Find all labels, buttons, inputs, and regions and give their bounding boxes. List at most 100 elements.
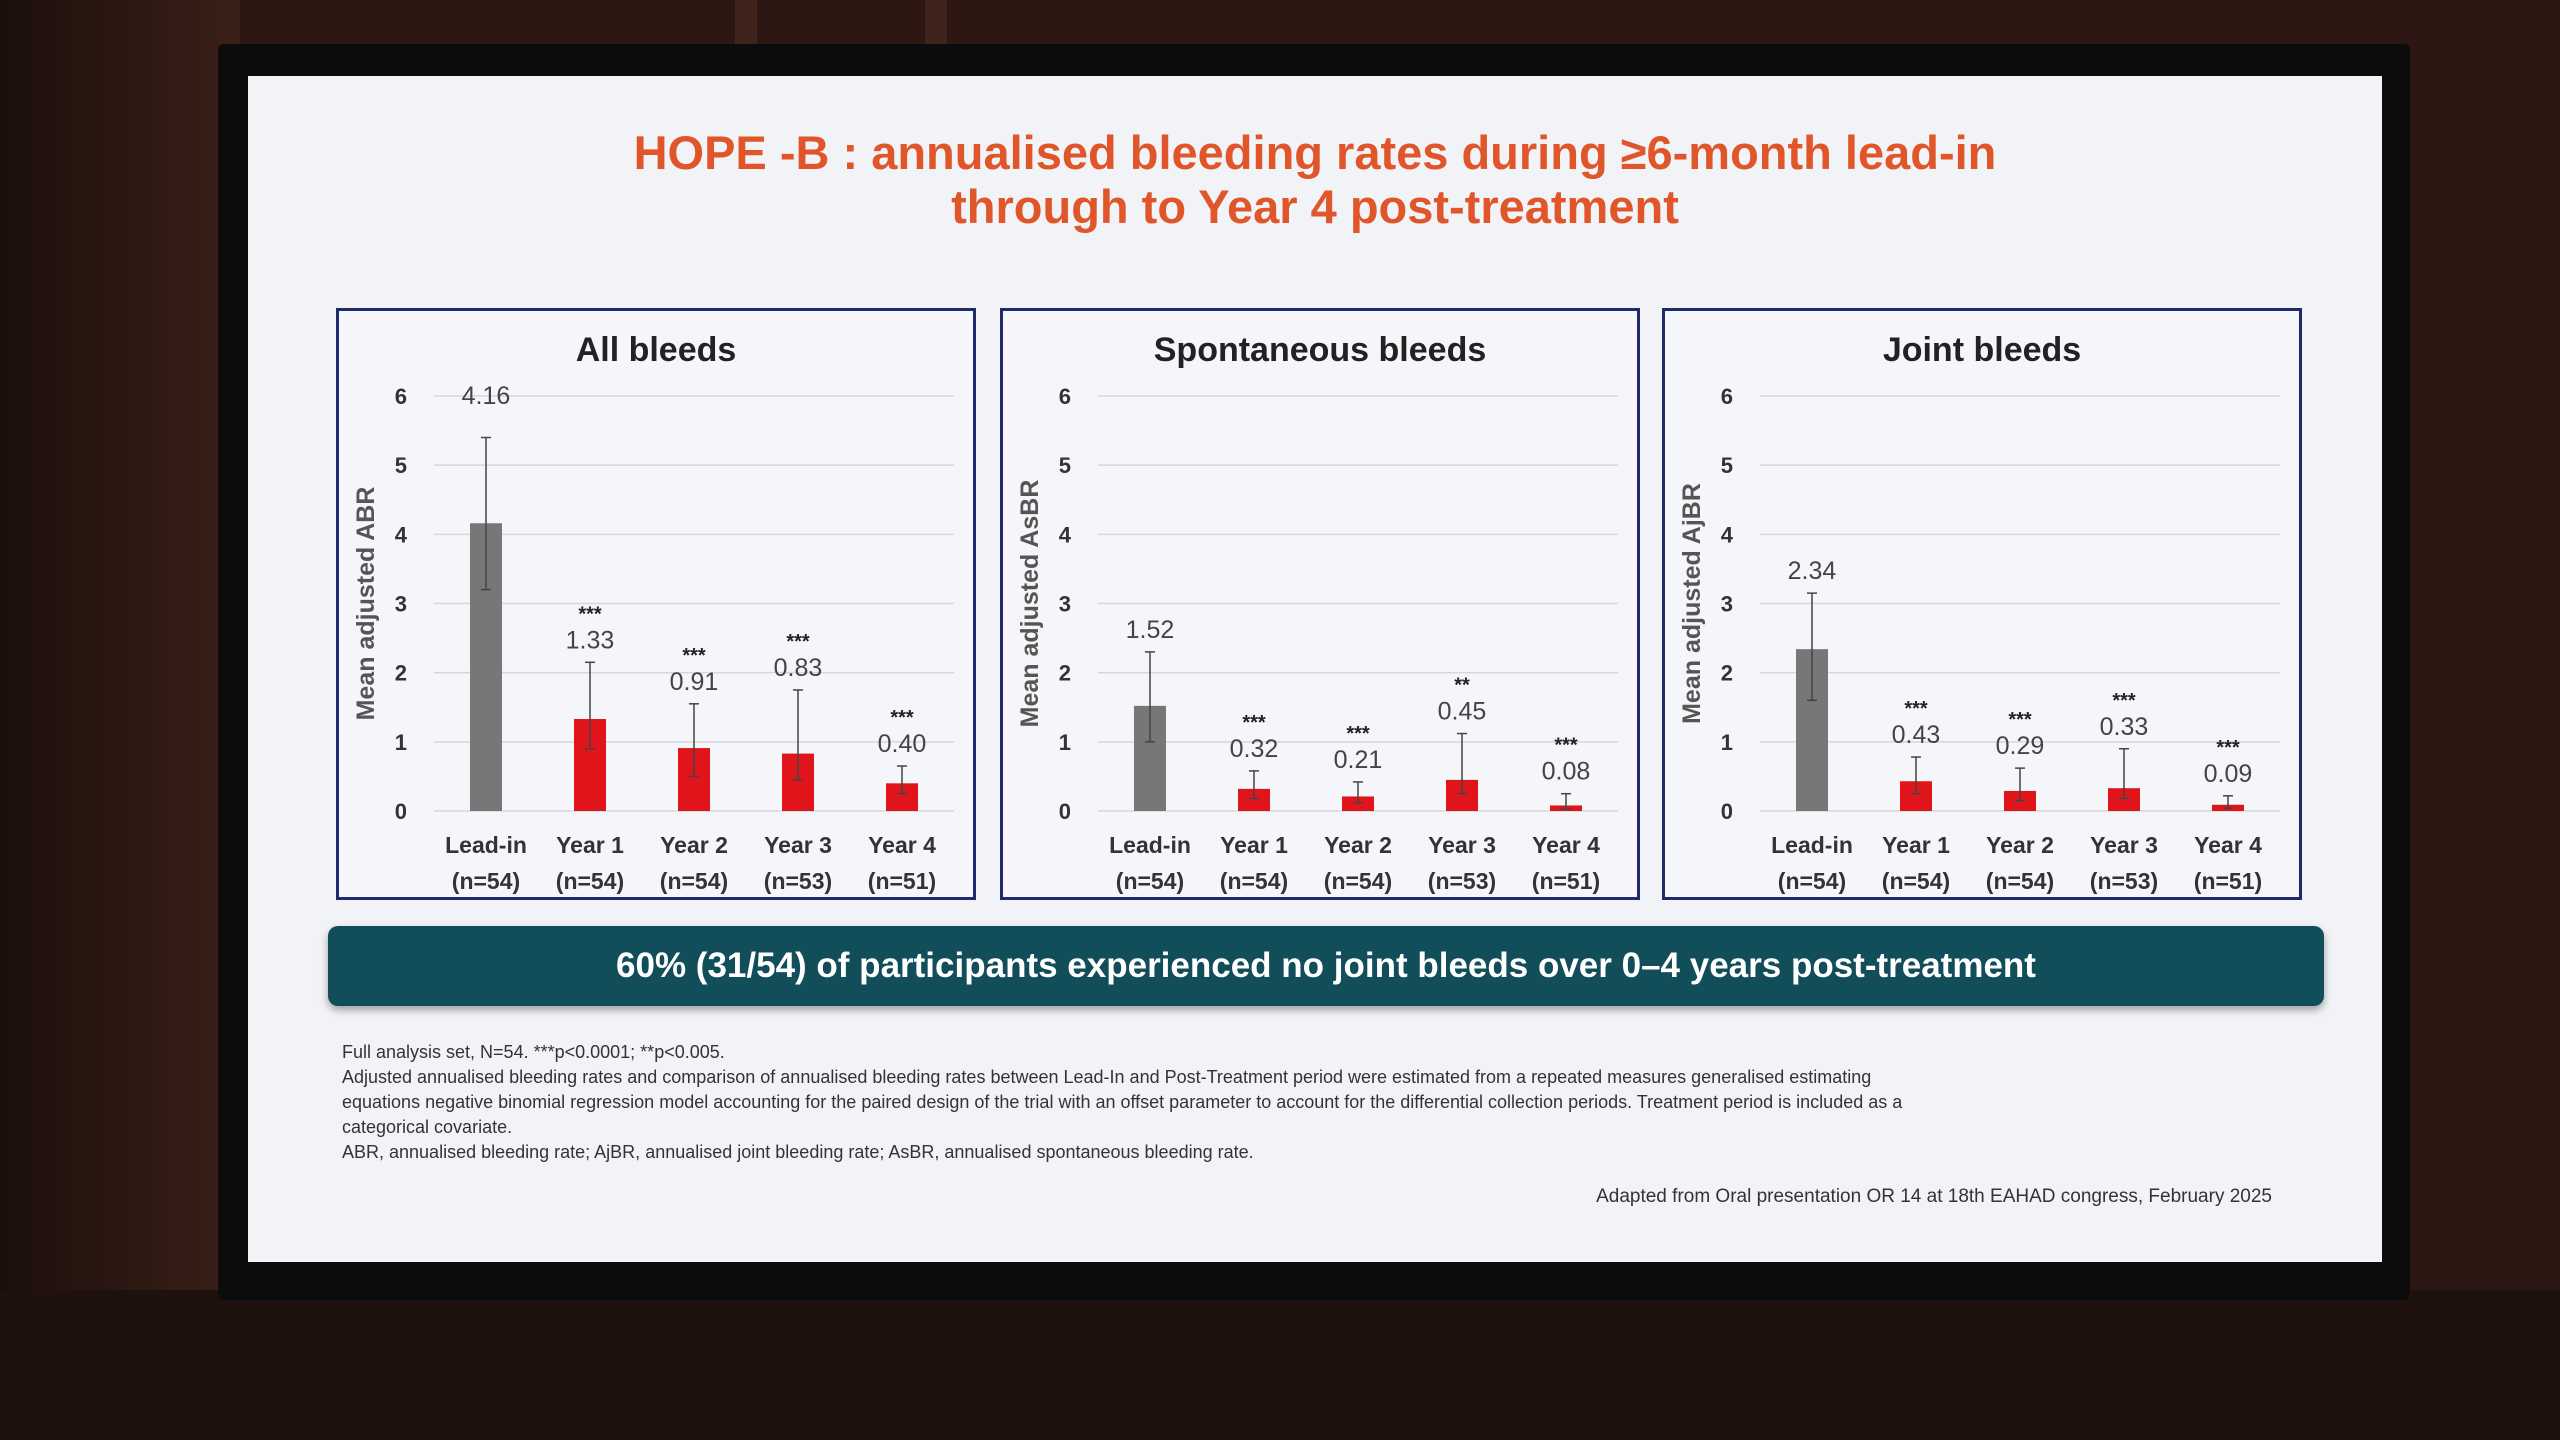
- y-tick-label: 5: [1721, 453, 1733, 478]
- data-label: 0.08: [1542, 758, 1591, 786]
- y-tick-label: 5: [1059, 453, 1071, 478]
- x-tick-sublabel: (n=54): [1882, 868, 1950, 894]
- y-tick-label: 6: [1721, 384, 1733, 409]
- significance-marker: ***: [2112, 690, 2136, 712]
- footnote-line: Adjusted annualised bleeding rates and c…: [342, 1067, 1872, 1087]
- significance-marker: ***: [1904, 698, 1928, 720]
- data-label: 0.21: [1334, 746, 1383, 774]
- data-label: 0.43: [1892, 721, 1941, 749]
- y-tick-label: 2: [395, 661, 407, 686]
- y-tick-label: 0: [1721, 799, 1733, 824]
- chart-svg: Mean adjusted AjBR 0 1 2 3 4 5 6 2.34 Lead-in (n=5…: [1678, 384, 2280, 894]
- y-tick-label: 3: [1721, 592, 1733, 617]
- chart-panel-all-bleeds: All bleeds Mean adjusted ABR 0 1 2 3 4 5 6 4.16 L…: [336, 308, 976, 900]
- y-axis-label: Mean adjusted AsBR: [1016, 480, 1044, 728]
- room-background-bottom: [0, 1290, 2560, 1440]
- data-label: 2.34: [1788, 557, 1837, 585]
- x-tick-sublabel: (n=54): [660, 868, 728, 894]
- y-axis-label: Mean adjusted ABR: [352, 487, 380, 721]
- x-tick-sublabel: (n=54): [1324, 868, 1392, 894]
- data-label: 4.16: [462, 382, 511, 410]
- x-tick-label: Year 3: [1428, 832, 1496, 858]
- data-label: 0.29: [1996, 732, 2045, 760]
- room-pillar: [735, 0, 757, 48]
- x-tick-label: Lead-in: [445, 832, 527, 858]
- x-tick-sublabel: (n=53): [1428, 868, 1496, 894]
- x-tick-sublabel: (n=54): [556, 868, 624, 894]
- chart-svg: Mean adjusted ABR 0 1 2 3 4 5 6 4.16 Lead-in (n=54…: [352, 382, 954, 894]
- room-pillar: [925, 0, 947, 48]
- x-tick-label: Year 3: [764, 832, 832, 858]
- x-tick-sublabel: (n=51): [1532, 868, 1600, 894]
- significance-marker: ***: [2216, 737, 2240, 759]
- x-tick-label: Lead-in: [1771, 832, 1853, 858]
- data-label: 1.52: [1126, 616, 1175, 644]
- y-tick-label: 3: [1059, 592, 1071, 617]
- data-label: 0.32: [1230, 735, 1279, 763]
- y-tick-label: 1: [1059, 730, 1071, 755]
- y-tick-label: 2: [1059, 661, 1071, 686]
- x-tick-label: Year 4: [868, 832, 936, 858]
- significance-marker: ***: [1554, 735, 1578, 757]
- x-tick-label: Lead-in: [1109, 832, 1191, 858]
- chart-panel-spontaneous-bleeds: Spontaneous bleeds Mean adjusted AsBR 0 1 2…: [1000, 308, 1640, 900]
- x-tick-sublabel: (n=54): [1778, 868, 1846, 894]
- footnote-line: categorical covariate.: [342, 1117, 513, 1137]
- chart-panel-joint-bleeds: Joint bleeds Mean adjusted AjBR 0 1 2 3 4 5 6 2.…: [1662, 308, 2302, 900]
- slide-screen: HOPE -B : annualised bleeding rates duri…: [248, 76, 2382, 1262]
- y-tick-label: 4: [395, 522, 408, 547]
- data-label: 0.09: [2204, 760, 2253, 788]
- y-tick-label: 0: [395, 799, 407, 824]
- data-label: 0.33: [2100, 713, 2149, 741]
- x-tick-sublabel: (n=51): [2194, 868, 2262, 894]
- y-tick-label: 4: [1059, 522, 1072, 547]
- x-tick-label: Year 2: [1986, 832, 2054, 858]
- y-tick-label: 2: [1721, 661, 1733, 686]
- x-tick-sublabel: (n=51): [868, 868, 936, 894]
- significance-marker: ***: [578, 603, 602, 625]
- data-label: 0.91: [670, 668, 719, 696]
- chart-title: Spontaneous bleeds: [1153, 331, 1487, 369]
- significance-marker: ***: [786, 631, 810, 653]
- y-tick-label: 4: [1721, 522, 1734, 547]
- y-axis-label: Mean adjusted AjBR: [1678, 483, 1706, 724]
- significance-marker: ***: [1242, 712, 1266, 734]
- x-tick-label: Year 1: [1882, 832, 1950, 858]
- y-tick-label: 5: [395, 453, 407, 478]
- slide-title: HOPE -B : annualised bleeding rates duri…: [248, 126, 2382, 234]
- room-background-left: [0, 0, 240, 1440]
- data-label: 0.45: [1438, 698, 1487, 726]
- bar-year-3: [2108, 788, 2140, 811]
- x-tick-sublabel: (n=54): [1220, 868, 1288, 894]
- slide-title-line-1: HOPE -B : annualised bleeding rates duri…: [633, 126, 1997, 179]
- x-tick-sublabel: (n=53): [2090, 868, 2158, 894]
- y-tick-label: 3: [395, 592, 407, 617]
- significance-marker: **: [1454, 675, 1470, 697]
- x-tick-label: Year 2: [660, 832, 728, 858]
- data-label: 0.40: [878, 730, 927, 758]
- x-tick-sublabel: (n=54): [452, 868, 520, 894]
- y-tick-label: 6: [1059, 384, 1071, 409]
- chart-title: Joint bleeds: [1882, 331, 2082, 369]
- source-citation: Adapted from Oral presentation OR 14 at …: [1596, 1186, 2272, 1207]
- x-tick-label: Year 4: [1532, 832, 1600, 858]
- chart-title: All bleeds: [575, 331, 737, 369]
- footnote-line: equations negative binomial regression m…: [342, 1092, 1903, 1112]
- chart-svg: Mean adjusted AsBR 0 1 2 3 4 5 6 1.52 Lead-in (n=5…: [1016, 384, 1618, 894]
- x-tick-label: Year 1: [1220, 832, 1288, 858]
- significance-marker: ***: [2008, 709, 2032, 731]
- y-tick-label: 1: [395, 730, 407, 755]
- slide-title-line-2: through to Year 4 post-treatment: [951, 180, 1679, 233]
- footnotes: Full analysis set, N=54. ***p<0.0001; **…: [342, 1040, 2192, 1165]
- y-tick-label: 6: [395, 384, 407, 409]
- bar-year-1: [1238, 788, 1270, 811]
- key-finding-banner: 60% (31/54) of participants experienced …: [328, 926, 2324, 1006]
- significance-marker: ***: [1346, 723, 1370, 745]
- x-tick-label: Year 2: [1324, 832, 1392, 858]
- x-tick-label: Year 1: [556, 832, 624, 858]
- significance-marker: ***: [682, 645, 706, 667]
- bar-year-2: [1342, 796, 1374, 811]
- footnote-line: ABR, annualised bleeding rate; AjBR, ann…: [342, 1142, 1254, 1162]
- data-label: 1.33: [566, 626, 615, 654]
- x-tick-label: Year 4: [2194, 832, 2262, 858]
